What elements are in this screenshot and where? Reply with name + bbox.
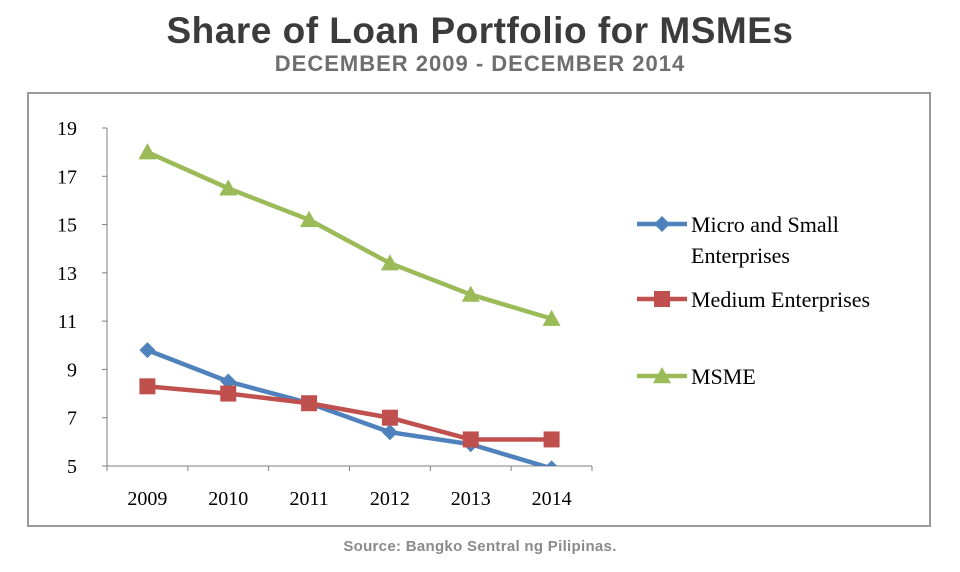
data-point-1 bbox=[462, 431, 479, 448]
legend-label-0: Enterprises bbox=[691, 243, 790, 268]
data-point-0 bbox=[381, 424, 398, 441]
data-point-2 bbox=[138, 143, 157, 160]
y-tick-label: 9 bbox=[67, 359, 77, 381]
x-tick-label: 2010 bbox=[208, 488, 248, 510]
data-point-1 bbox=[543, 431, 560, 448]
line-chart: 5 7 9 11 13 15 17 19 2009 2010 2011 2012 2013 2014 Mic… bbox=[57, 118, 870, 510]
y-tick-label: 19 bbox=[57, 118, 77, 140]
legend-label-1: Medium Enterprises bbox=[691, 287, 870, 312]
series-line-2 bbox=[146, 150, 553, 321]
data-point-1 bbox=[381, 409, 398, 426]
series-line-0 bbox=[146, 348, 552, 466]
series-line-1 bbox=[147, 384, 552, 442]
y-tick-label: 5 bbox=[67, 456, 77, 478]
data-point-2 bbox=[380, 254, 399, 271]
x-tick-label: 2009 bbox=[127, 488, 167, 510]
y-tick-label: 17 bbox=[57, 166, 77, 188]
legend-label-2: MSME bbox=[691, 364, 756, 389]
x-tick-label: 2014 bbox=[532, 488, 572, 510]
y-tick-label: 15 bbox=[57, 215, 77, 237]
x-tick-label: 2011 bbox=[289, 488, 328, 510]
x-tick-label: 2012 bbox=[370, 488, 410, 510]
data-point-1 bbox=[139, 378, 156, 395]
chart-frame: 5 7 9 11 13 15 17 19 2009 2010 2011 2012 2013 2014 Mic… bbox=[27, 92, 931, 527]
legend-label-0: Micro and Small bbox=[691, 212, 839, 237]
data-point-1 bbox=[301, 395, 318, 412]
chart-subtitle: DECEMBER 2009 - DECEMBER 2014 bbox=[274, 51, 686, 76]
source-note: Source: Bangko Sentral ng Pilipinas. bbox=[343, 538, 617, 555]
data-point-0 bbox=[139, 342, 156, 359]
y-tick-label: 13 bbox=[57, 263, 77, 285]
y-tick-label: 11 bbox=[58, 311, 77, 333]
legend-marker-2 bbox=[653, 367, 671, 384]
x-tick-label: 2013 bbox=[451, 488, 491, 510]
data-point-0 bbox=[220, 373, 237, 390]
data-point-2 bbox=[219, 179, 238, 196]
data-point-2 bbox=[461, 285, 480, 302]
data-point-1 bbox=[220, 385, 237, 402]
data-point-2 bbox=[542, 309, 561, 326]
y-tick-label: 7 bbox=[67, 408, 77, 430]
data-point-0 bbox=[545, 460, 558, 466]
legend-marker-0 bbox=[654, 216, 670, 232]
legend-marker-1 bbox=[654, 291, 670, 307]
data-point-2 bbox=[300, 210, 319, 227]
chart-title: Share of Loan Portfolio for MSMEs bbox=[166, 10, 794, 51]
